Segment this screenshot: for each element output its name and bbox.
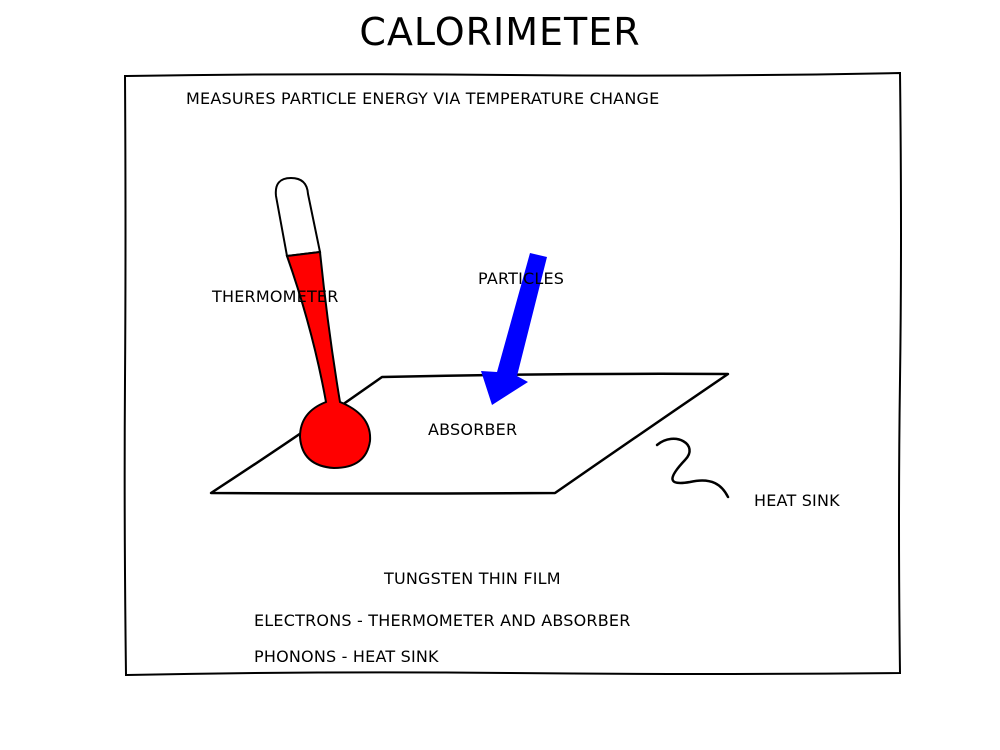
note-tungsten-film: TUNGSTEN THIN FILM: [384, 569, 561, 588]
heat-sink-label: HEAT SINK: [754, 491, 840, 510]
diagram-subtitle: MEASURES PARTICLE ENERGY VIA TEMPERATURE…: [186, 89, 660, 108]
absorber-label: ABSORBER: [428, 420, 518, 439]
particles-label: PARTICLES: [478, 269, 565, 288]
thermometer-body: [285, 250, 372, 470]
diagram-frame: [123, 71, 902, 677]
note-phonons: PHONONS - HEAT SINK: [254, 647, 439, 666]
heat-sink-wire: [655, 437, 730, 499]
thermometer-tube-top: [274, 176, 322, 258]
particles-arrow: [481, 253, 547, 405]
thermometer-label: THERMOMETER: [212, 287, 339, 306]
note-electrons: ELECTRONS - THERMOMETER AND ABSORBER: [254, 611, 631, 630]
diagram-title: CALORIMETER: [359, 10, 641, 54]
